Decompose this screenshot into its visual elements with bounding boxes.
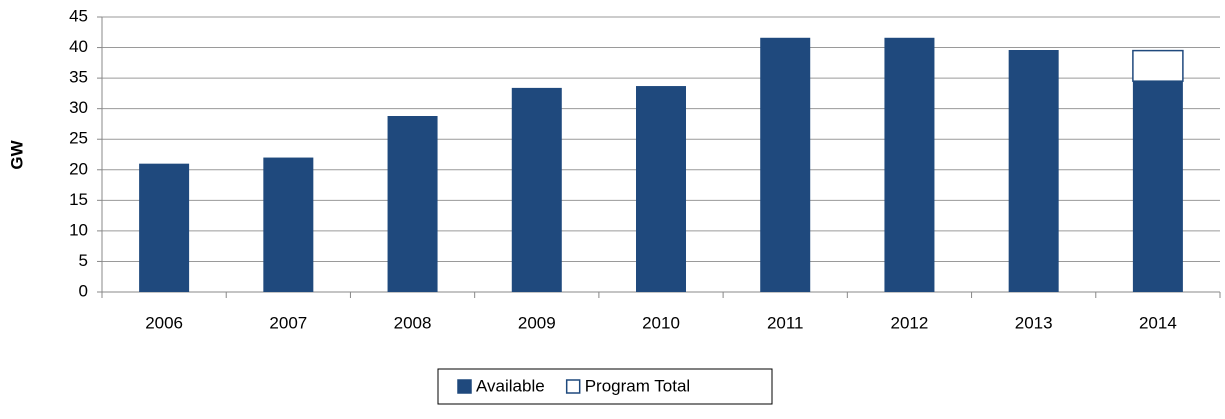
x-tick-label: 2008 <box>394 313 432 332</box>
bar <box>387 116 438 292</box>
legend-label: Available <box>476 376 545 395</box>
x-tick-label: 2014 <box>1139 313 1177 332</box>
y-tick-label: 30 <box>69 98 88 117</box>
bar <box>1132 81 1183 293</box>
y-tick-label: 45 <box>69 6 88 25</box>
bar <box>760 37 811 293</box>
legend-swatch <box>457 379 472 394</box>
x-tick-label: 2006 <box>145 313 183 332</box>
x-tick-label: 2011 <box>767 313 804 332</box>
x-tick-label: 2010 <box>642 313 680 332</box>
bar <box>1008 50 1059 292</box>
y-tick-label: 40 <box>69 37 88 56</box>
bar <box>1132 49 1184 82</box>
bar <box>636 86 686 292</box>
y-axis-label: GW <box>7 139 26 169</box>
legend-swatch <box>565 379 581 394</box>
bar <box>139 163 190 292</box>
x-tick-label: 2012 <box>891 313 929 332</box>
y-tick-label: 0 <box>79 281 88 300</box>
x-tick-label: 2013 <box>1015 313 1053 332</box>
y-tick-label: 25 <box>69 129 88 148</box>
x-tick-label: 2009 <box>518 313 556 332</box>
legend-label: Program Total <box>585 376 691 395</box>
y-tick-label: 15 <box>69 190 88 209</box>
x-tick-label: 2007 <box>269 313 307 332</box>
y-tick-label: 20 <box>69 159 88 178</box>
y-tick-label: 5 <box>79 251 88 270</box>
y-tick-label: 10 <box>69 220 88 239</box>
y-tick-label: 35 <box>69 68 88 87</box>
bar <box>884 37 935 293</box>
legend <box>437 368 773 405</box>
bar <box>263 157 314 292</box>
bar <box>511 87 562 292</box>
